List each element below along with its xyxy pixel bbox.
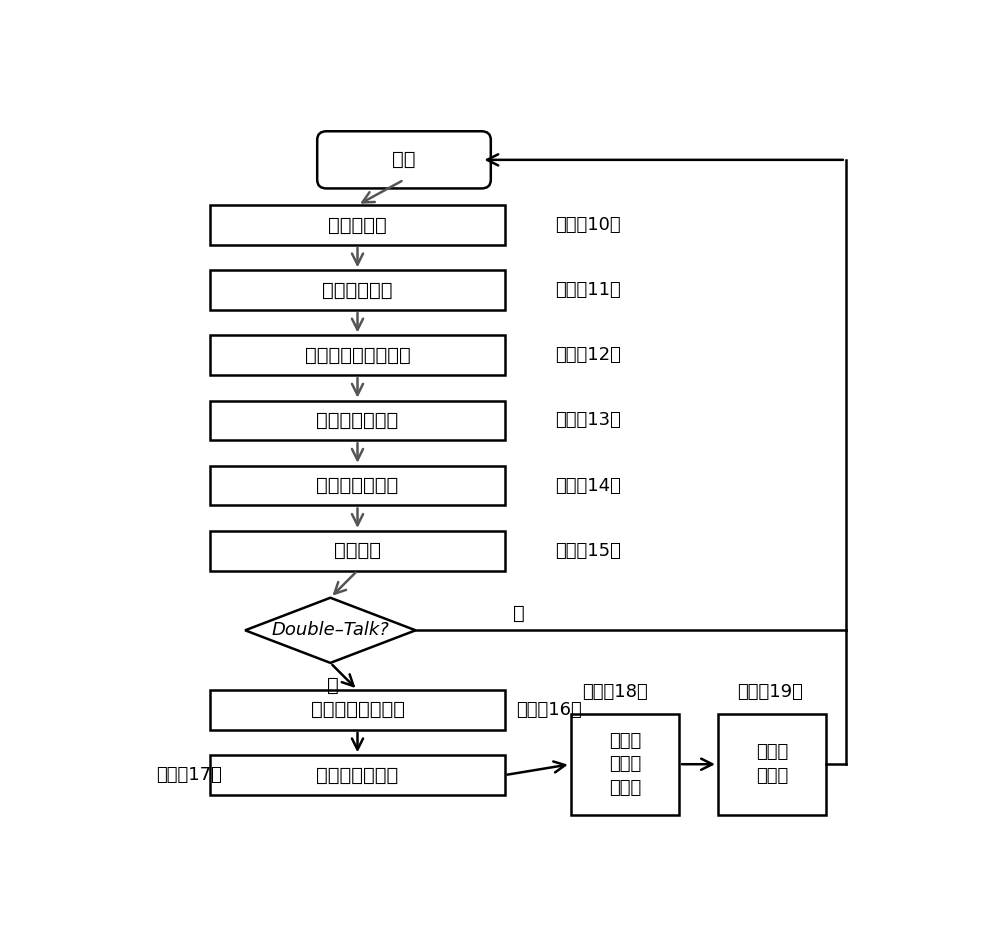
Text: 公式（15）: 公式（15） xyxy=(555,541,621,559)
Bar xyxy=(210,465,505,506)
Bar xyxy=(571,713,679,815)
Text: 估计回声滤波器: 估计回声滤波器 xyxy=(316,476,399,495)
Text: 公式（10）: 公式（10） xyxy=(555,216,621,234)
Text: 傅里叶
逆变换: 傅里叶 逆变换 xyxy=(756,744,788,785)
Bar xyxy=(210,690,505,729)
Bar xyxy=(210,755,505,795)
Bar xyxy=(210,400,505,440)
Text: 语音扭曲控制因子: 语音扭曲控制因子 xyxy=(310,700,404,719)
Text: 公式（16）: 公式（16） xyxy=(516,701,582,719)
Text: 公式（12）: 公式（12） xyxy=(555,346,621,365)
Text: 傅里叶变换: 傅里叶变换 xyxy=(328,215,387,234)
Text: 公式（19）: 公式（19） xyxy=(737,682,803,701)
Text: 更新互
相关向
量估计: 更新互 相关向 量估计 xyxy=(609,731,641,797)
Bar xyxy=(210,531,505,571)
Text: 计算互相关向量: 计算互相关向量 xyxy=(316,411,399,430)
Text: 公式（18）: 公式（18） xyxy=(582,682,648,701)
Text: Double–Talk?: Double–Talk? xyxy=(272,621,389,639)
Text: 公式（11）: 公式（11） xyxy=(555,281,621,299)
Polygon shape xyxy=(245,598,416,663)
Text: 公式（14）: 公式（14） xyxy=(555,477,621,494)
Text: 公式（13）: 公式（13） xyxy=(555,412,621,430)
Text: 构造参考向量: 构造参考向量 xyxy=(322,281,393,300)
Text: 开始: 开始 xyxy=(392,150,416,169)
Text: 更新语音谱估计: 更新语音谱估计 xyxy=(316,765,399,785)
Text: 公式（17）: 公式（17） xyxy=(156,766,222,784)
Bar xyxy=(210,205,505,245)
Text: 是: 是 xyxy=(327,676,339,695)
Text: 回声消除: 回声消除 xyxy=(334,541,381,560)
Bar xyxy=(210,336,505,375)
FancyBboxPatch shape xyxy=(317,132,491,188)
Bar xyxy=(210,270,505,310)
Text: 否: 否 xyxy=(512,604,524,623)
Text: 参考向量自相关矩阵: 参考向量自相关矩阵 xyxy=(305,346,410,365)
Bar xyxy=(718,713,826,815)
